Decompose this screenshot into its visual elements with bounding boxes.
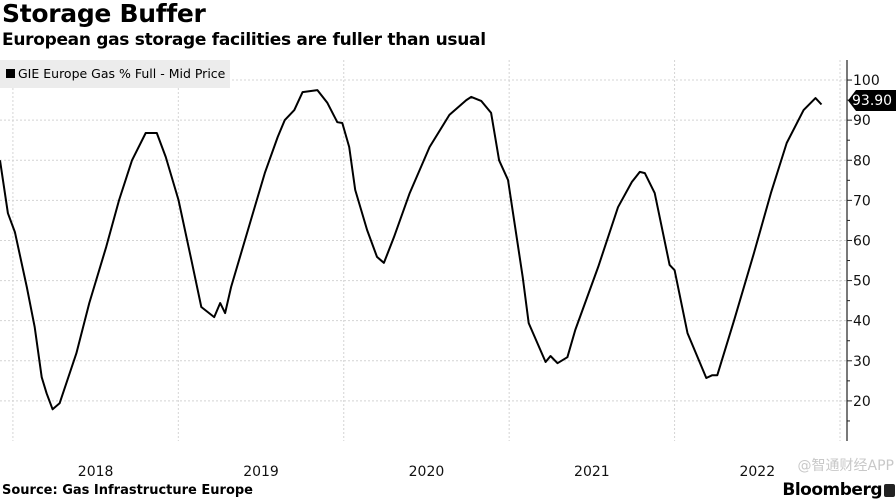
legend: GIE Europe Gas % Full - Mid Price	[0, 60, 230, 88]
chart-subtitle: European gas storage facilities are full…	[2, 30, 486, 50]
y-tick-label: 20	[853, 394, 871, 410]
legend-swatch	[6, 69, 15, 78]
grid	[0, 60, 847, 441]
y-tick-label: 80	[853, 153, 871, 169]
last-value-tag-bg	[848, 90, 896, 111]
chart-title: Storage Buffer	[2, 0, 206, 28]
y-axis: 20 30 40 50 60 70 80 90 100	[846, 60, 880, 441]
bloomberg-logo: Bloomberg	[782, 480, 882, 500]
watermark: @智通财经APP	[797, 458, 894, 474]
y-tick-label: 60	[853, 233, 871, 249]
x-tick-label: 2021	[574, 464, 610, 480]
legend-label: GIE Europe Gas % Full - Mid Price	[18, 66, 226, 81]
y-tick-label: 70	[853, 193, 871, 209]
x-tick-label: 2020	[409, 464, 445, 480]
last-value-tag: 93.90	[848, 90, 896, 111]
x-axis: 2018 2019 2020 2021 2022	[78, 464, 775, 480]
last-value-label: 93.90	[852, 93, 892, 109]
x-tick-label: 2022	[739, 464, 775, 480]
x-tick-label: 2019	[243, 464, 279, 480]
bloomberg-mark-icon	[884, 484, 895, 497]
y-tick-label: 30	[853, 354, 871, 370]
series-line	[0, 89, 823, 411]
y-tick-label: 40	[853, 314, 871, 330]
y-tick-label: 100	[853, 73, 880, 89]
y-tick-label: 90	[853, 113, 871, 129]
series	[0, 89, 823, 411]
x-tick-label: 2018	[78, 464, 114, 480]
y-tick-label: 50	[853, 274, 871, 290]
source-note: Source: Gas Infrastructure Europe	[2, 483, 253, 498]
